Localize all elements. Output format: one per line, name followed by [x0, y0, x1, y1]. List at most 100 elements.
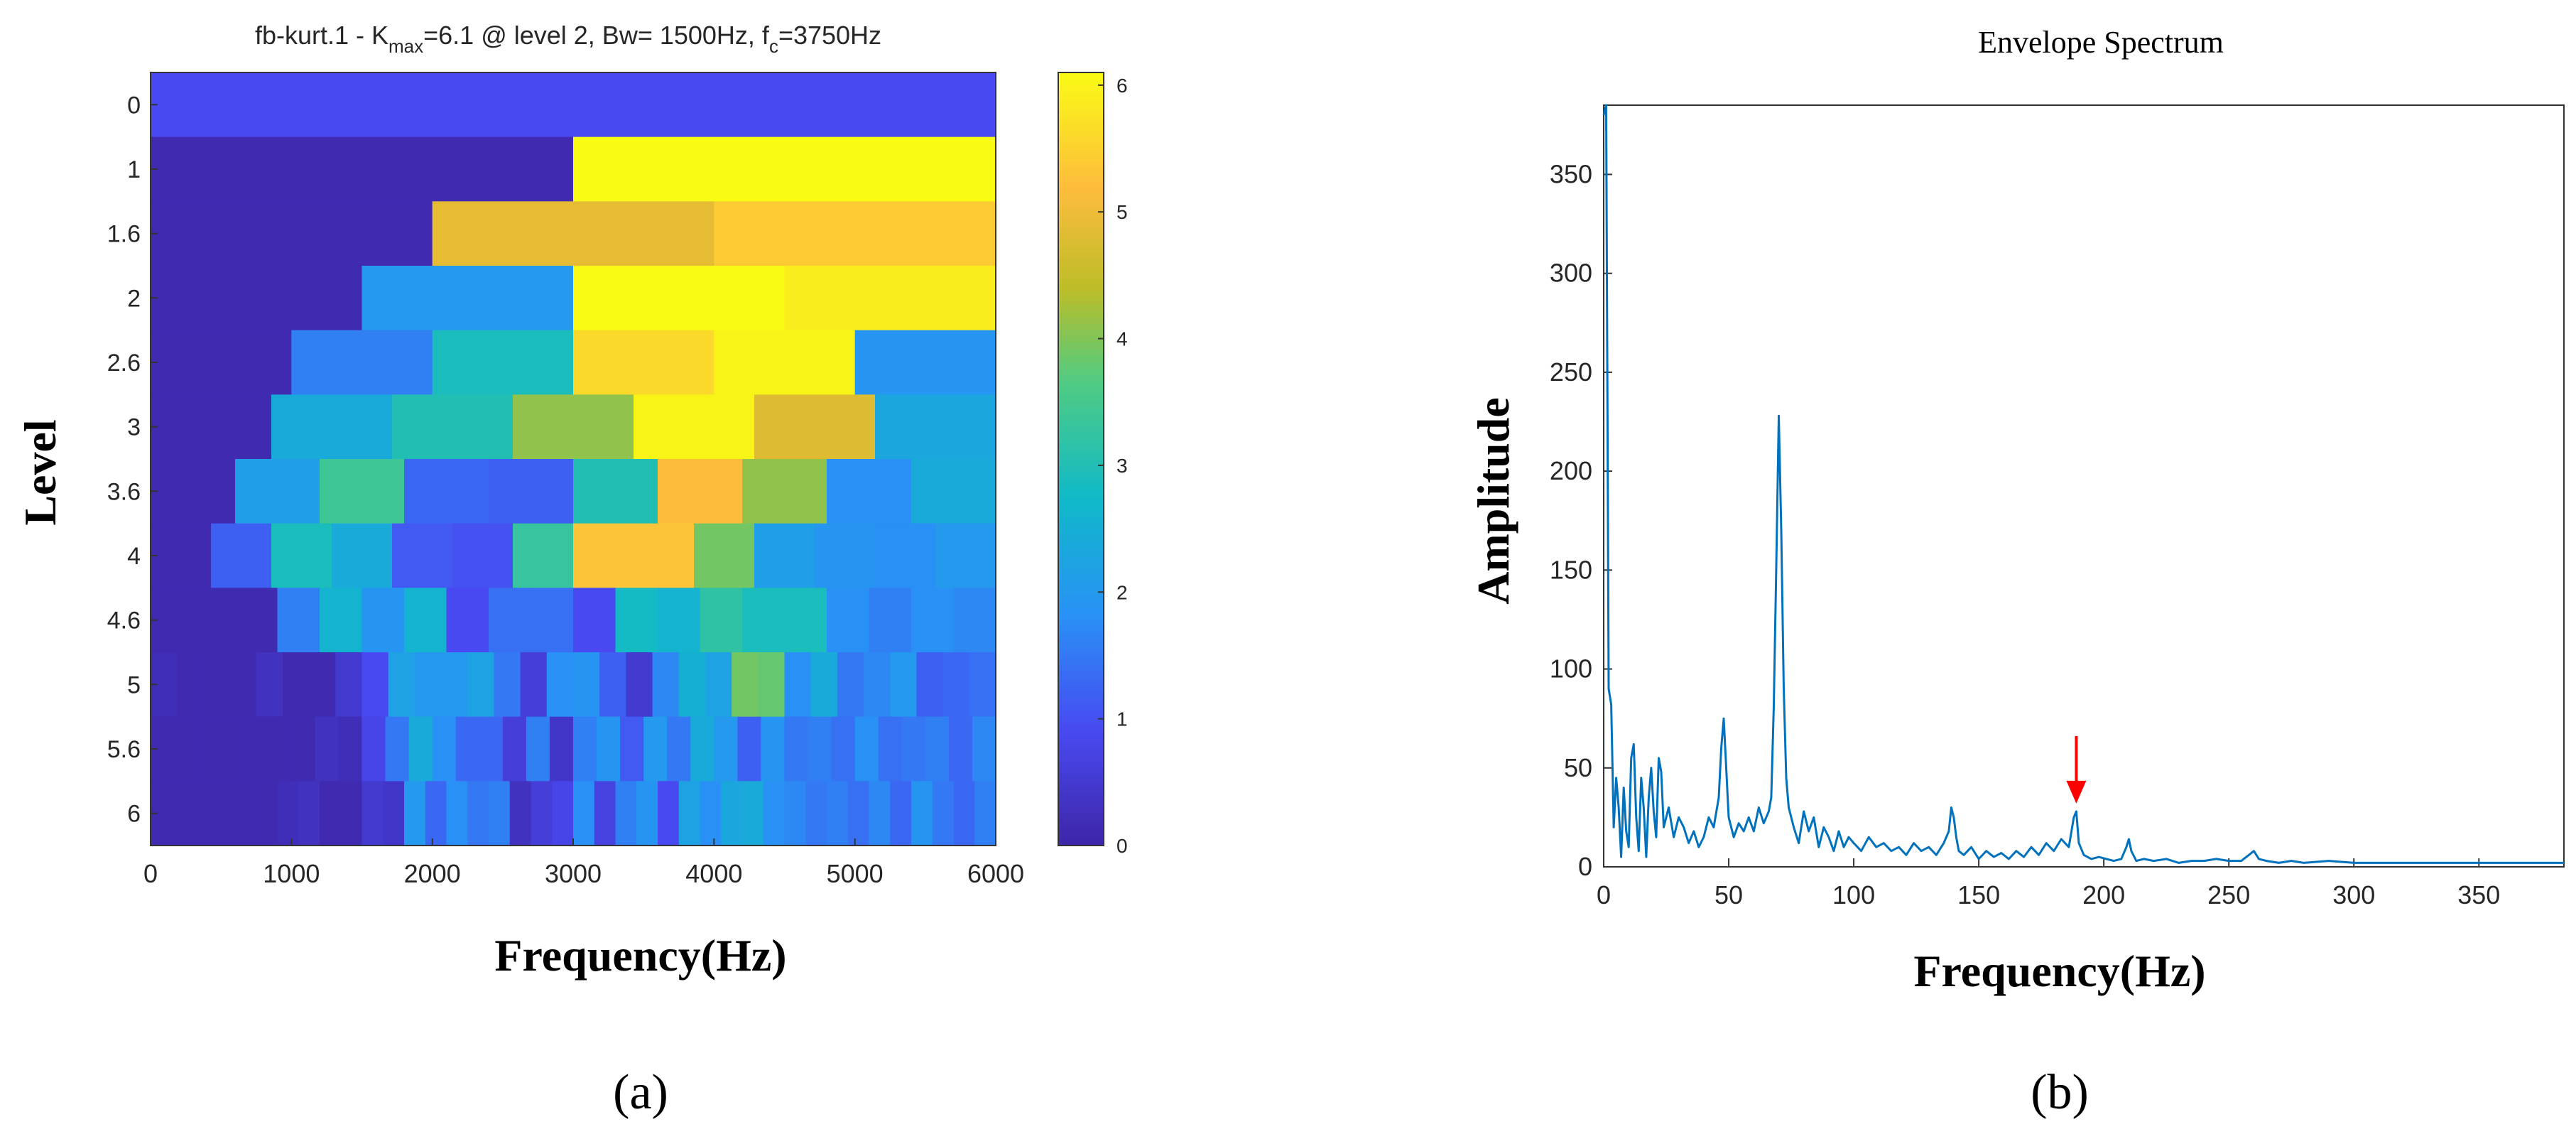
colorbar-segment — [1058, 659, 1104, 666]
colorbar-segment — [1058, 575, 1104, 582]
colorbar-segment — [1058, 227, 1104, 234]
colorbar-segment — [1058, 239, 1104, 247]
heatmap-cell — [552, 781, 574, 846]
heatmap-cell — [404, 588, 447, 653]
heatmap-y-tick-label: 2.6 — [107, 350, 141, 377]
panel-a: fb-kurt.1 - Kmax=6.1 @ level 2, Bw= 1500… — [15, 21, 1128, 1120]
colorbar-segment — [1058, 568, 1104, 576]
colorbar-segment — [1058, 735, 1104, 743]
heatmap-cell — [714, 330, 856, 395]
colorbar-segment — [1058, 806, 1104, 814]
colorbar-segment — [1058, 446, 1104, 453]
colorbar-segment — [1058, 85, 1104, 92]
heatmap-x-tick-label: 1000 — [263, 859, 320, 888]
heatmap-cell — [700, 588, 743, 653]
colorbar-tick-label: 1 — [1116, 708, 1128, 730]
heatmap-cell — [890, 652, 918, 718]
heatmap-cell — [151, 394, 272, 460]
spectrum-y-tick-label: 0 — [1578, 852, 1592, 881]
colorbar-segment — [1058, 794, 1104, 801]
colorbar-segment — [1058, 414, 1104, 421]
heatmap-cell — [974, 781, 996, 846]
colorbar-segment — [1058, 620, 1104, 627]
heatmap-cell — [388, 652, 415, 718]
heatmap-cell — [338, 716, 363, 782]
colorbar-segment — [1058, 485, 1104, 492]
heatmap-cell — [573, 781, 595, 846]
colorbar-segment — [1058, 169, 1104, 176]
heatmap-cell — [235, 588, 278, 653]
colorbar-segment — [1058, 188, 1104, 195]
colorbar-segment — [1058, 388, 1104, 395]
colorbar-segment — [1058, 819, 1104, 827]
heatmap-cell — [615, 781, 637, 846]
colorbar-segment — [1058, 214, 1104, 222]
heatmap-cell — [763, 781, 786, 846]
panel-b-label: (b) — [2031, 1065, 2089, 1120]
heatmap-y-tick-label: 6 — [127, 801, 141, 828]
colorbar-tick-label: 4 — [1116, 328, 1128, 350]
colorbar-segment — [1058, 420, 1104, 428]
colorbar-segment — [1058, 72, 1104, 80]
heatmap-cell — [277, 588, 320, 653]
heatmap-cell — [291, 716, 315, 782]
colorbar-segment — [1058, 266, 1104, 273]
colorbar-segment — [1058, 298, 1104, 305]
colorbar-segment — [1058, 452, 1104, 460]
heatmap-cell — [520, 652, 548, 718]
heatmap-cell — [854, 330, 996, 395]
heatmap-cell — [489, 459, 574, 524]
heatmap-cell — [151, 459, 236, 524]
colorbar-segment — [1058, 104, 1104, 112]
heatmap-cell — [742, 459, 827, 524]
spectrum-y-axis-label: Amplitude — [1468, 397, 1518, 605]
colorbar-segment — [1058, 330, 1104, 338]
colorbar-segment — [1058, 355, 1104, 363]
heatmap-cell — [667, 716, 691, 782]
colorbar-segment — [1058, 594, 1104, 602]
heatmap-cell — [658, 781, 680, 846]
heatmap-cell — [700, 781, 722, 846]
colorbar-segment — [1058, 401, 1104, 409]
heatmap-cell — [197, 716, 222, 782]
heatmap-cell — [864, 652, 891, 718]
heatmap-cell — [446, 588, 489, 653]
heatmap-cell — [972, 716, 996, 782]
heatmap-cell — [414, 652, 442, 718]
heatmap-cell — [737, 716, 762, 782]
heatmap-cell — [174, 716, 198, 782]
colorbar-segment — [1058, 632, 1104, 640]
spectrum-x-tick-label: 350 — [2457, 880, 2500, 909]
colorbar-segment — [1058, 671, 1104, 679]
heatmap-cell — [761, 716, 786, 782]
heatmap-cell — [754, 523, 815, 588]
heatmap-cell — [309, 652, 336, 718]
colorbar-segment — [1058, 626, 1104, 634]
colorbar-tick-label: 0 — [1116, 835, 1128, 857]
colorbar-segment — [1058, 562, 1104, 569]
heatmap-cell — [291, 330, 433, 395]
colorbar-segment — [1058, 826, 1104, 833]
heatmap-cell — [953, 781, 975, 846]
heatmap-cell — [784, 652, 812, 718]
heatmap-cell — [494, 652, 521, 718]
heatmap-x-tick-label: 6000 — [967, 859, 1024, 888]
heatmap-cell — [214, 781, 236, 846]
colorbar-segment — [1058, 426, 1104, 434]
colorbar-segment — [1058, 703, 1104, 711]
heatmap-cell — [784, 781, 806, 846]
colorbar-segment — [1058, 832, 1104, 840]
colorbar-segment — [1058, 465, 1104, 472]
colorbar-segment — [1058, 176, 1104, 183]
heatmap-cell — [404, 781, 426, 846]
spectrum-x-tick-label: 0 — [1597, 880, 1611, 909]
heatmap-cell — [509, 781, 532, 846]
heatmap-cell — [784, 588, 827, 653]
heatmap-cell — [211, 523, 272, 588]
heatmap-cell — [235, 459, 320, 524]
colorbar-segment — [1058, 149, 1104, 157]
heatmap-x-tick-label: 2000 — [404, 859, 461, 888]
heatmap-cell — [890, 781, 912, 846]
colorbar-segment — [1058, 768, 1104, 775]
colorbar-segment — [1058, 111, 1104, 119]
